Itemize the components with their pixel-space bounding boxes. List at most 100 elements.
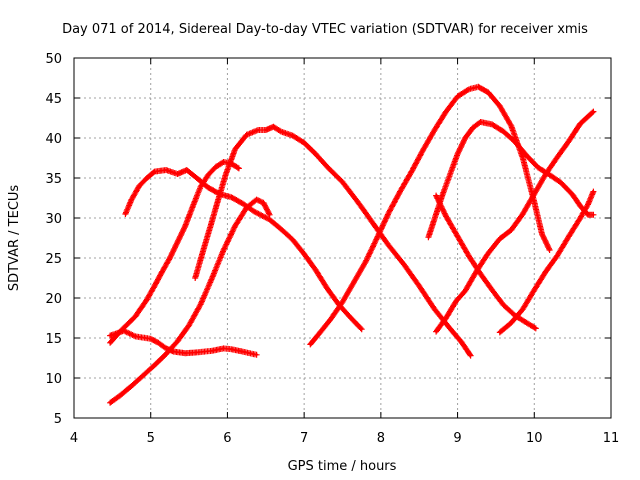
data-point bbox=[233, 224, 237, 228]
data-point bbox=[118, 394, 122, 397]
data-point bbox=[130, 198, 133, 201]
data-point bbox=[187, 324, 191, 327]
data-point bbox=[255, 198, 258, 201]
y-tick-label: 45 bbox=[45, 92, 62, 107]
data-point bbox=[521, 308, 524, 311]
data-point bbox=[498, 237, 501, 240]
data-point bbox=[326, 287, 329, 290]
x-tick-label: 6 bbox=[223, 431, 231, 446]
data-point bbox=[309, 343, 312, 346]
data-point bbox=[161, 270, 164, 273]
data-point bbox=[302, 252, 306, 256]
data-point bbox=[454, 300, 458, 303]
data-point bbox=[556, 156, 559, 159]
y-tick-label: 30 bbox=[45, 212, 62, 227]
data-point bbox=[352, 280, 356, 284]
data-point bbox=[360, 328, 363, 331]
data-point bbox=[256, 128, 260, 132]
data-point bbox=[314, 152, 317, 156]
data-point bbox=[164, 352, 168, 356]
data-point bbox=[434, 194, 438, 197]
data-point bbox=[464, 289, 467, 292]
data-point bbox=[241, 202, 244, 205]
data-point bbox=[138, 184, 141, 188]
data-point bbox=[434, 330, 438, 333]
data-point bbox=[479, 272, 482, 276]
data-point bbox=[375, 236, 379, 240]
data-point bbox=[108, 401, 112, 404]
data-point bbox=[479, 120, 482, 124]
data-point bbox=[444, 316, 448, 320]
data-point bbox=[586, 213, 590, 216]
data-point bbox=[264, 128, 267, 132]
data-point bbox=[241, 350, 244, 353]
data-point bbox=[556, 254, 559, 257]
data-point bbox=[477, 85, 480, 89]
data-point bbox=[134, 315, 137, 318]
data-point bbox=[210, 349, 214, 352]
series-arc-10 bbox=[496, 188, 597, 336]
data-point bbox=[172, 350, 175, 353]
data-point bbox=[567, 140, 570, 143]
data-point bbox=[372, 222, 375, 225]
data-point bbox=[559, 181, 563, 184]
data-point bbox=[469, 354, 472, 357]
data-point bbox=[464, 136, 467, 140]
data-point bbox=[153, 284, 156, 288]
data-point bbox=[268, 218, 271, 221]
data-series bbox=[107, 83, 597, 406]
data-point bbox=[498, 104, 501, 108]
data-point bbox=[349, 316, 352, 319]
data-point bbox=[195, 351, 198, 354]
data-point bbox=[525, 154, 528, 157]
data-point bbox=[224, 172, 228, 176]
data-point bbox=[255, 353, 258, 356]
data-point bbox=[207, 173, 210, 176]
data-point bbox=[418, 284, 421, 288]
data-point bbox=[230, 348, 233, 351]
data-point bbox=[164, 168, 168, 172]
y-tick-label: 5 bbox=[54, 412, 62, 427]
data-point bbox=[579, 122, 582, 125]
data-point bbox=[201, 250, 205, 253]
data-point bbox=[341, 180, 344, 184]
data-point bbox=[326, 165, 329, 168]
data-point bbox=[456, 235, 459, 238]
data-point bbox=[498, 331, 501, 334]
data-point bbox=[548, 173, 551, 176]
x-tick-label: 5 bbox=[147, 431, 155, 446]
x-tick-label: 8 bbox=[377, 431, 385, 446]
data-point bbox=[222, 160, 225, 164]
data-point bbox=[567, 235, 570, 238]
data-point bbox=[387, 244, 390, 247]
data-point bbox=[291, 238, 294, 241]
data-point bbox=[533, 192, 536, 196]
data-point bbox=[214, 165, 218, 168]
y-tick-label: 25 bbox=[45, 252, 62, 267]
data-point bbox=[521, 212, 524, 216]
data-point bbox=[184, 224, 187, 228]
data-point bbox=[253, 210, 256, 213]
data-point bbox=[534, 327, 537, 330]
data-point bbox=[487, 91, 490, 94]
data-point bbox=[521, 156, 524, 160]
data-point bbox=[533, 200, 536, 204]
y-tick-label: 35 bbox=[45, 172, 62, 187]
data-point bbox=[533, 288, 536, 292]
x-axis-label: GPS time / hours bbox=[288, 459, 397, 474]
data-point bbox=[176, 172, 179, 176]
data-point bbox=[130, 384, 133, 388]
data-point bbox=[502, 130, 505, 133]
data-point bbox=[153, 170, 156, 173]
data-point bbox=[195, 176, 198, 180]
y-axis-label: SDTVAR / TECUs bbox=[7, 185, 22, 292]
data-point bbox=[571, 193, 574, 196]
data-point bbox=[302, 141, 306, 144]
data-point bbox=[510, 321, 513, 324]
data-point bbox=[427, 236, 430, 239]
data-point bbox=[184, 352, 187, 355]
data-point bbox=[329, 317, 333, 320]
data-point bbox=[209, 224, 212, 228]
